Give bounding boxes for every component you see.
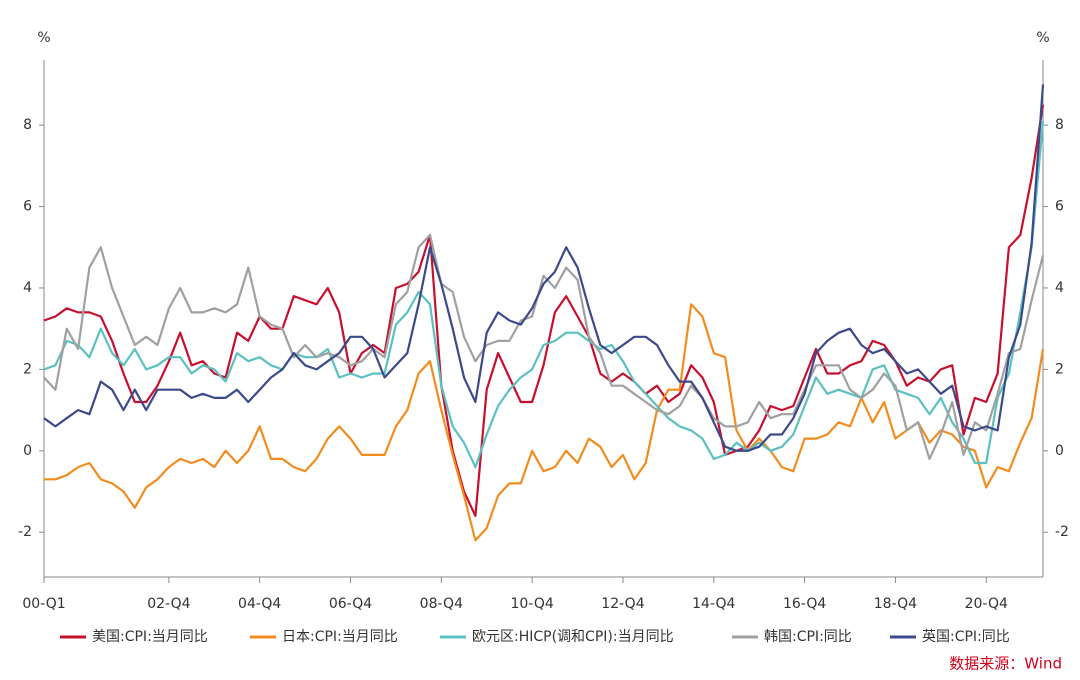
legend-label: 韩国:CPI:同比 [764,629,852,645]
y-tick-label: -2 [18,524,32,540]
y2-tick-label: 6 [1055,199,1064,215]
legend-label: 美国:CPI:当月同比 [92,629,208,645]
x-tick-label: 14-Q4 [692,596,735,612]
x-tick-label: 18-Q4 [874,596,917,612]
legend-label: 日本:CPI:当月同比 [282,629,398,645]
x-tick-label: 12-Q4 [601,596,644,612]
x-tick-label: 20-Q4 [965,596,1008,612]
y-axis-label: % [37,30,50,46]
y-tick-label: 0 [23,443,32,459]
x-tick-label: 04-Q4 [238,596,281,612]
x-tick-label: 00-Q1 [22,596,65,612]
series-line [43,233,1045,460]
legend-label: 欧元区:HICP(调和CPI):当月同比 [472,629,674,645]
x-tick-label: 08-Q4 [420,596,463,612]
y-tick-label: 6 [23,199,32,215]
series-line [43,104,1045,517]
series-line [43,84,1045,452]
y2-tick-label: 8 [1055,117,1064,133]
source-note: 数据来源：Wind [949,655,1062,673]
series-line [43,121,1045,469]
series-line [44,303,1045,542]
y2-tick-label: -2 [1055,524,1069,540]
y2-tick-label: 2 [1055,361,1064,377]
y-tick-label: 8 [23,117,32,133]
x-tick-label: 02-Q4 [147,596,190,612]
x-tick-label: 16-Q4 [783,596,826,612]
y2-tick-label: 4 [1055,280,1064,296]
y2-tick-label: 0 [1055,443,1064,459]
y-tick-label: 2 [23,361,32,377]
x-tick-label: 06-Q4 [329,596,372,612]
legend-label: 英国:CPI:同比 [922,628,1010,645]
y-tick-label: 4 [23,280,32,296]
x-tick-label: 10-Q4 [510,596,553,612]
y2-axis-label: % [1036,30,1049,46]
